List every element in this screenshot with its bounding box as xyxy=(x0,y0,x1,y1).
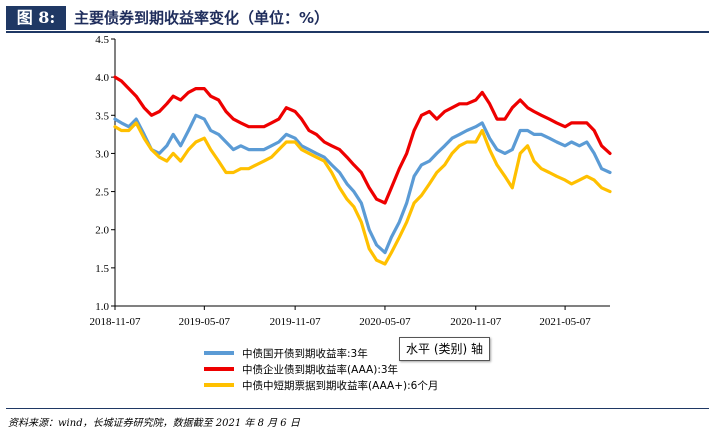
y-tick-label: 2.5 xyxy=(95,187,109,199)
y-tick-label: 4.0 xyxy=(95,72,109,84)
axis-tooltip: 水平 (类别) 轴 xyxy=(399,337,490,361)
y-tick-label: 3.5 xyxy=(95,110,109,122)
series-line-corporate-aaa-3y xyxy=(113,75,612,205)
series-line-mtn-aaa-plus-6m xyxy=(113,121,612,266)
y-tick-label: 2.0 xyxy=(95,225,109,237)
x-tick-label: 2019-11-07 xyxy=(270,316,321,328)
y-tick-label: 1.0 xyxy=(95,301,109,313)
series-line-cdb-3y xyxy=(113,113,612,255)
x-tick-label: 2020-11-07 xyxy=(450,316,501,328)
footer-divider xyxy=(6,408,709,409)
header-divider xyxy=(6,31,709,33)
chart-axes: 1.0 1.5 2.0 2.5 3.0 3.5 4.0 4.5 2018-11-07 2019-0… xyxy=(90,34,610,328)
y-tick-label: 1.5 xyxy=(95,263,109,275)
x-tick-label: 2021-05-07 xyxy=(539,316,591,328)
legend-item-mtn: 中债中短期票据到期收益率(AAA+):6个月 xyxy=(204,377,438,393)
x-tick-label: 2020-05-07 xyxy=(359,316,411,328)
legend-item-cdb: 中债国开债到期收益率:3年 xyxy=(204,345,438,361)
legend-label-mtn: 中债中短期票据到期收益率(AAA+):6个月 xyxy=(242,379,439,392)
y-tick-label: 4.5 xyxy=(95,34,109,46)
legend-swatch-mtn xyxy=(204,383,234,387)
source-note: 资料来源：wind，长城证券研究院，数据截至 2021 年 8 月 6 日 xyxy=(8,418,300,429)
legend-item-corporate: 中债企业债到期收益率(AAA):3年 xyxy=(204,361,438,377)
legend-swatch-cdb xyxy=(204,351,234,355)
legend-swatch-corporate xyxy=(204,367,234,371)
figure-header: 图 8: 主要债券到期收益率变化（单位：%） xyxy=(6,6,709,30)
chart-series xyxy=(113,75,612,266)
legend-label-corporate: 中债企业债到期收益率(AAA):3年 xyxy=(242,363,399,376)
legend-label-cdb: 中债国开债到期收益率:3年 xyxy=(242,347,368,360)
chart-legend: 中债国开债到期收益率:3年 中债企业债到期收益率(AAA):3年 中债中短期票据… xyxy=(204,345,438,393)
figure-label: 图 8: xyxy=(6,6,66,30)
y-tick-label: 3.0 xyxy=(95,148,109,160)
figure-title: 主要债券到期收益率变化（单位：%） xyxy=(74,9,330,27)
x-tick-label: 2018-11-07 xyxy=(90,316,141,328)
x-tick-label: 2019-05-07 xyxy=(179,316,231,328)
